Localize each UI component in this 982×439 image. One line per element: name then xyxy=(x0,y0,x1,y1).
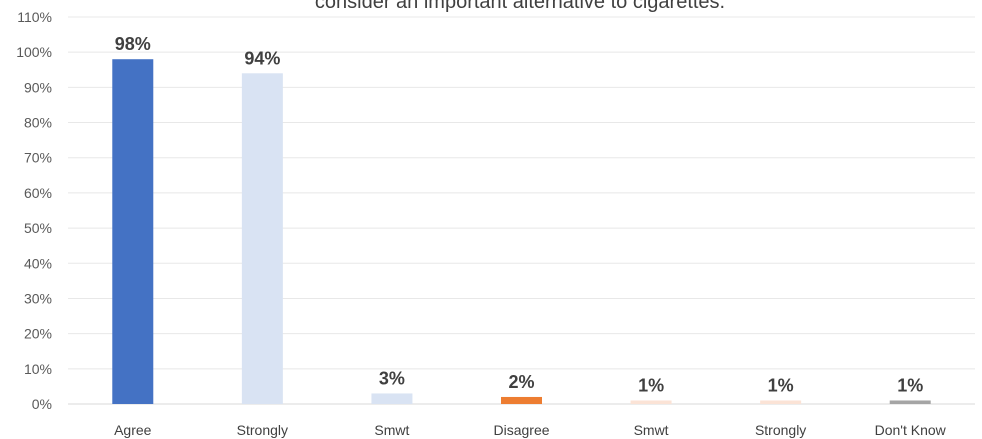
category-label: Disagree xyxy=(493,422,549,438)
data-label: 2% xyxy=(508,372,534,392)
y-tick-label: 20% xyxy=(24,326,52,342)
y-tick-label: 100% xyxy=(16,44,52,60)
gridlines xyxy=(68,16,975,370)
category-label: Agree xyxy=(114,422,152,438)
y-tick-label: 80% xyxy=(24,115,52,131)
category-label: Don't Know xyxy=(875,422,947,438)
bar xyxy=(760,400,802,404)
y-tick-label: 0% xyxy=(32,396,52,412)
bar xyxy=(241,73,283,405)
y-tick-label: 50% xyxy=(24,220,52,236)
category-label: Strongly xyxy=(237,422,288,438)
bar xyxy=(889,400,931,404)
bar xyxy=(501,396,542,404)
data-label: 98% xyxy=(115,34,151,54)
data-label: 1% xyxy=(768,375,794,395)
bar xyxy=(371,393,413,404)
y-tick-label: 40% xyxy=(24,255,52,271)
category-label: Smwt xyxy=(634,422,669,438)
y-tick-label: 90% xyxy=(24,79,52,95)
y-tick-label: 110% xyxy=(17,9,52,25)
chart-title: consider an important alternative to cig… xyxy=(315,0,725,13)
bars xyxy=(112,59,931,405)
category-label: Strongly xyxy=(755,422,806,438)
data-label: 1% xyxy=(897,375,923,395)
x-axis-categories: Agree Strongly Smwt Disagree Smwt Strongly Don… xyxy=(114,422,947,438)
y-tick-label: 10% xyxy=(24,361,52,377)
y-tick-label: 30% xyxy=(24,290,52,306)
data-label: 3% xyxy=(379,368,405,388)
y-tick-label: 70% xyxy=(24,150,52,166)
data-label: 1% xyxy=(638,375,664,395)
bar xyxy=(112,59,154,405)
bar xyxy=(630,400,672,404)
y-tick-label: 60% xyxy=(24,185,52,201)
category-label: Smwt xyxy=(374,422,409,438)
y-axis-ticks: 0% 10% 20% 30% 40% 50% 60% 70% 80% 90% 100% 110% xyxy=(16,9,52,412)
data-label: 94% xyxy=(244,48,280,68)
data-labels: 98% 94% 3% 2% 1% 1% 1% xyxy=(115,34,923,395)
